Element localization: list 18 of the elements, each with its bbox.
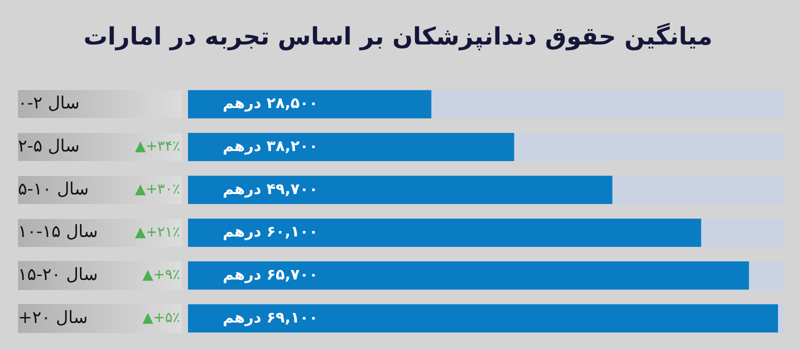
text: ▲+۲۱٪ xyxy=(134,224,180,240)
data-label: ۴۹,۷۰۰ درهم xyxy=(222,180,318,198)
y-tick-label: ۰-۲ سال xyxy=(18,94,80,114)
data-label: ۶۰,۱۰۰ درهم xyxy=(222,222,318,241)
y-tick-label: ۵-۱۰ سال xyxy=(18,179,89,200)
text: ▲+۳۴٪ xyxy=(134,138,180,155)
y-tick-label: ۲-۵ سال xyxy=(18,136,80,156)
chart-title: میانگین حقوق دندانپزشکان بر اساس تجربه در امارات xyxy=(84,22,712,51)
data-label: ۲۸,۵۰۰ درهم xyxy=(222,94,318,112)
y-tick-label: ۱۰-۱۵ سال xyxy=(18,222,98,242)
y-tick-label: ۱۵-۲۰ سال xyxy=(18,264,98,285)
text: ▲+۹٪ xyxy=(142,267,180,284)
text: ▲+۳۰٪ xyxy=(134,182,180,198)
data-label: ۶۹,۱۰۰ درهم xyxy=(222,308,318,326)
y-tick-label: +۲۰ سال xyxy=(18,308,88,328)
data-label: ۶۵,۷۰۰ درهم xyxy=(222,265,318,284)
data-label: ۳۸,۲۰۰ درهم xyxy=(222,136,318,155)
text: ▲+۵٪ xyxy=(142,310,180,326)
